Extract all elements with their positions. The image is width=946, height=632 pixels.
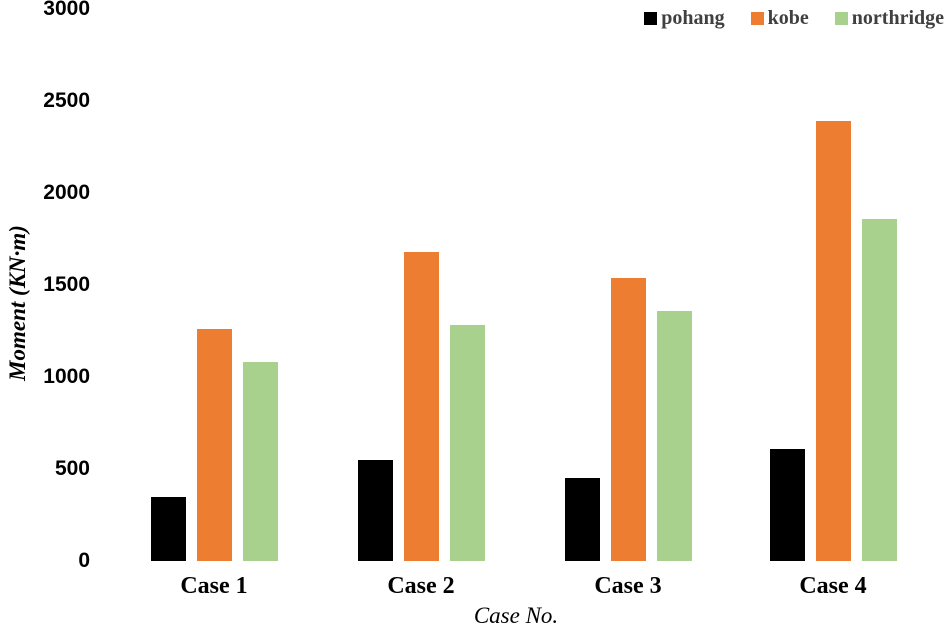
y-tick-label-2500: 2500 (43, 89, 90, 112)
bar-kobe-case-4 (815, 121, 851, 561)
legend-item-kobe: kobe (750, 7, 809, 30)
bar-northridge-case-3 (656, 310, 692, 561)
bar-kobe-case-1 (196, 329, 232, 561)
legend-label-northridge: northridge (851, 7, 944, 29)
bar-pohang-case-2 (357, 459, 393, 561)
bar-pohang-case-3 (564, 478, 600, 561)
bar-northridge-case-1 (242, 362, 278, 561)
y-axis-title: Moment (KN·m) (5, 225, 30, 381)
bar-northridge-case-2 (449, 325, 485, 561)
x-category-label-case-4: Case 4 (799, 573, 867, 599)
legend-label-kobe: kobe (767, 7, 809, 29)
bar-pohang-case-1 (150, 496, 186, 561)
y-tick-label-3000: 3000 (43, 0, 90, 20)
legend-marker-pohang-icon (644, 12, 658, 25)
legend-item-northridge: northridge (834, 7, 944, 30)
x-category-label-case-2: Case 2 (387, 573, 455, 599)
x-category-label-case-3: Case 3 (594, 573, 662, 599)
x-axis-title: Case No. (473, 603, 559, 628)
y-tick-label-500: 500 (54, 457, 90, 480)
y-tick-label-1500: 1500 (43, 273, 90, 296)
y-tick-label-2000: 2000 (43, 181, 90, 204)
y-tick-label-0: 0 (78, 549, 90, 572)
legend-marker-kobe-icon (750, 12, 764, 25)
bar-kobe-case-3 (610, 277, 646, 561)
legend-item-pohang: pohang (644, 7, 725, 30)
legend: pohang kobe northridge (644, 7, 944, 30)
x-category-label-case-1: Case 1 (180, 573, 248, 599)
legend-marker-northridge-icon (834, 12, 848, 25)
bar-northridge-case-4 (861, 218, 897, 561)
legend-label-pohang: pohang (661, 7, 725, 29)
y-tick-label-1000: 1000 (43, 365, 90, 388)
bar-kobe-case-2 (403, 251, 439, 561)
bar-pohang-case-4 (769, 448, 805, 561)
